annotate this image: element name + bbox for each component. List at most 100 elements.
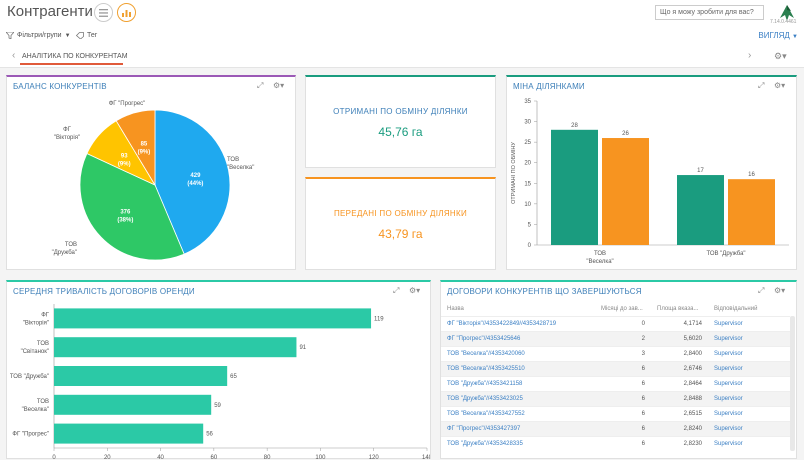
contract-name-link[interactable]: ТОВ "Веселка"//4353420060 [441,345,595,361]
list-icon [99,8,108,17]
gear-icon[interactable]: ⚙▾ [273,81,285,90]
contract-name-link[interactable]: ТОВ "Дружба"//4353421158 [441,375,595,391]
table-row[interactable]: ФГ "Прогрес"//4353425646 2 5,6020 Superviso… [441,330,790,346]
contracts-table: Назва Місяці до зав... Площа вказа... Ві… [441,302,790,451]
months-cell: 3 [595,345,651,361]
area-cell: 2,6515 [651,405,708,421]
responsible-link[interactable]: Supervisor [708,405,790,421]
contract-name-link[interactable]: ФГ "Прогрес"//4353427397 [441,420,595,436]
responsible-link[interactable]: Supervisor [708,330,790,346]
x-tick-label: 100 [315,455,326,460]
contract-name-link[interactable]: ТОВ "Веселка"//4353427552 [441,405,595,421]
transferred-value: 43,79 га [378,227,423,241]
contract-name-link[interactable]: ТОВ "Дружба"//4353428335 [441,435,595,451]
responsible-link[interactable]: Supervisor [708,390,790,406]
table-row[interactable]: ТОВ "Веселка"//4353427552 6 2,6515 Supervis… [441,405,790,421]
table-row[interactable]: ТОВ "Дружба"//4353421158 6 2,8464 Superviso… [441,375,790,391]
x-tick-label: ТОВ "Дружба" [706,251,745,257]
expand-icon[interactable]: ⤢ [393,286,400,295]
responsible-link[interactable]: Supervisor [708,420,790,436]
table-row[interactable]: ТОВ "Веселка"//4353425510 6 2,6746 Supervis… [441,360,790,376]
expand-icon[interactable]: ⤢ [758,81,765,90]
pie-percent-label: (9%) [118,161,131,167]
responsible-link[interactable]: Supervisor [708,345,790,361]
table-row[interactable]: ФГ "Прогрес"//4353427397 6 2,8240 Superviso… [441,420,790,436]
toolbar: Фільтри/групи ▼ Тег ВИГЛЯД ▼ [0,28,804,46]
contract-name-link[interactable]: ТОВ "Веселка"//4353425510 [441,360,595,376]
bar-value-label: 91 [299,345,306,351]
tag-label: Тег [87,32,98,39]
scrollbar[interactable] [790,316,795,451]
exchange-panel: МІНА ДІЛЯНКАМИ ⤢ ⚙▾ 0 5 10 15 20 25 30 35 ОТРИМА… [506,75,797,270]
bar-value-label: 16 [748,172,755,178]
analytics-view-button[interactable] [117,3,136,22]
months-cell: 6 [595,420,651,436]
contract-name-link[interactable]: ФГ "Вікторія"//4353422849//4353428719 [441,315,595,331]
gear-icon[interactable]: ⚙▾ [774,286,786,295]
table-row[interactable]: ТОВ "Веселка"//4353420060 3 2,8400 Supervis… [441,345,790,361]
view-menu-button[interactable]: ВИГЛЯД ▼ [758,31,798,40]
months-cell: 2 [595,330,651,346]
tag-icon [76,32,84,39]
y-tick-label: ТОВ "Світанок" [21,341,49,355]
exchange-title: МІНА ДІЛЯНКАМИ [513,82,585,91]
column-header[interactable]: Назва [447,305,464,312]
top-bar: Контрагенти Що я можу зробити для вас? 7… [0,0,804,28]
table-row[interactable]: ТОВ "Дружба"//4353423025 6 2,8488 Superviso… [441,390,790,406]
chevron-right-icon[interactable]: › [748,50,752,61]
bar-value-label: 65 [230,374,237,380]
filters-label: Фільтри/групи [17,32,62,39]
bar [551,129,598,245]
y-tick-label: 0 [528,243,532,249]
transferred-panel: ПЕРЕДАНІ ПО ОБМІНУ ДІЛЯНКИ 43,79 га [305,177,496,270]
filter-icon [6,32,14,39]
bar [54,366,228,386]
table-row[interactable]: ФГ "Вікторія"//4353422849//4353428719 0 4,… [441,315,790,331]
table-row[interactable]: ТОВ "Дружба"//4353428335 6 2,8230 Superviso… [441,435,790,451]
list-view-button[interactable] [94,3,113,22]
contract-name-link[interactable]: ТОВ "Дружба"//4353423025 [441,390,595,406]
bar-value-label: 119 [374,316,384,322]
app-logo-icon [780,5,794,21]
bar-value-label: 28 [571,123,578,129]
y-tick-label: 10 [524,202,531,208]
responsible-link[interactable]: Supervisor [708,315,790,331]
x-tick-label: 80 [264,455,271,460]
tab-competitor-analytics[interactable]: АНАЛІТИКА ПО КОНКУРЕНТАМ [22,53,128,60]
responsible-link[interactable]: Supervisor [708,360,790,376]
help-search-input[interactable]: Що я можу зробити для вас? [655,5,764,20]
gear-icon[interactable]: ⚙▾ [774,51,787,61]
responsible-link[interactable]: Supervisor [708,435,790,451]
x-tick-label: 20 [104,455,111,460]
area-cell: 2,8230 [651,435,708,451]
balance-pie-chart: 429 (44%) ТОВ "Веселка" 376 (38%) ТОВ "Дружба" 9… [52,101,254,261]
x-tick-label: 40 [157,455,164,460]
months-cell: 6 [595,405,651,421]
expand-icon[interactable]: ⤢ [257,81,264,90]
column-header[interactable]: Відповідальний [714,305,758,312]
gear-icon[interactable]: ⚙▾ [409,286,421,295]
pie-percent-label: (38%) [117,218,133,224]
tag-button[interactable]: Тег [76,32,97,39]
pie-legend-label: ФГ "Прогрес" [109,101,146,107]
responsible-link[interactable]: Supervisor [708,375,790,391]
contract-name-link[interactable]: ФГ "Прогрес"//4353425646 [441,330,595,346]
balance-title: БАЛАНС КОНКУРЕНТІВ [13,82,107,91]
expand-icon[interactable]: ⤢ [758,286,765,295]
duration-panel: СЕРЕДНЯ ТРИВАЛІСТЬ ДОГОВОРІВ ОРЕНДИ ⤢ ⚙▾… [6,280,431,460]
months-cell: 0 [595,315,651,331]
gear-icon[interactable]: ⚙▾ [774,81,786,90]
duration-bar-chart: 0 20 40 60 80 100 120 140 119 ФГ"Вікторія" 91 ТОВ"С… [10,304,430,460]
bar-value-label: 17 [697,168,704,174]
column-header[interactable]: Площа вказа... [657,305,699,312]
chevron-down-icon: ▼ [792,34,798,40]
pie-slice [115,109,156,187]
transferred-label: ПЕРЕДАНІ ПО ОБМІНУ ДІЛЯНКИ [333,209,468,218]
chevron-left-icon[interactable]: ‹ [12,50,16,61]
pie-legend-label: ФГ "Вікторія" [54,127,80,141]
chevron-down-icon: ▼ [64,32,71,39]
filters-button[interactable]: Фільтри/групи ▼ [6,32,71,39]
x-tick-label: 0 [52,455,56,460]
column-header[interactable]: Місяці до зав... [601,305,643,312]
area-cell: 5,6020 [651,330,708,346]
